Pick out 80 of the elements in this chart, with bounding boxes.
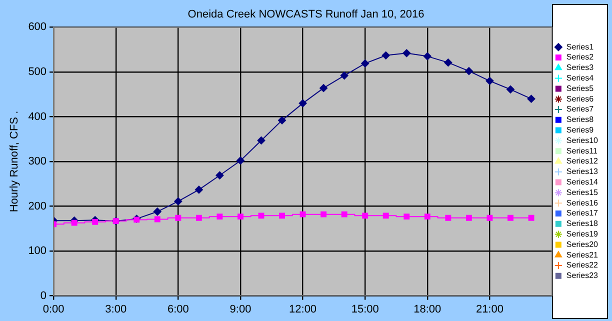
legend-label: Series23: [566, 271, 599, 280]
y-tick-label: 0: [40, 290, 47, 302]
y-tick-label: 100: [28, 245, 47, 258]
point: [216, 214, 223, 220]
y-tick-label: 600: [28, 21, 47, 34]
point: [445, 214, 452, 221]
point: [362, 212, 368, 219]
point: [175, 214, 182, 221]
legend-label: Series11: [566, 146, 598, 156]
y-tick-label: 200: [28, 200, 47, 212]
point: [361, 59, 370, 68]
point: [508, 214, 514, 221]
point: [236, 156, 244, 165]
legend-label: Series5: [566, 84, 594, 93]
y-tick-label: 400: [28, 110, 47, 123]
point: [278, 116, 286, 124]
x-tick-label: 6:00: [167, 303, 189, 316]
point: [153, 208, 162, 216]
point: [464, 67, 473, 76]
legend-label: Series8: [566, 115, 594, 124]
point: [92, 218, 98, 225]
point: [238, 214, 244, 220]
point: [466, 214, 472, 221]
point: [444, 58, 452, 67]
legend-label: Series9: [566, 126, 594, 135]
x-tick-label: 9:00: [230, 303, 252, 316]
x-tick-label: 0:00: [42, 303, 64, 316]
point: [279, 212, 285, 219]
point: [320, 211, 327, 218]
point: [154, 216, 160, 222]
legend-label: Series22: [566, 260, 599, 270]
point: [423, 52, 432, 60]
x-tick-label: 3:00: [105, 303, 127, 316]
point: [506, 85, 514, 94]
legend-label: Series16: [566, 198, 599, 208]
point: [527, 94, 536, 103]
chart-title: Oneida Creek NOWCASTS Runoff Jan 10, 2016: [188, 8, 424, 21]
legend-label: Series4: [566, 74, 594, 83]
point: [258, 212, 264, 219]
legend-label: Series10: [566, 136, 599, 145]
point: [257, 136, 266, 144]
point: [194, 186, 203, 194]
point: [196, 214, 202, 221]
point: [528, 214, 534, 221]
point: [382, 212, 389, 219]
point: [300, 211, 306, 218]
legend-label: Series3: [566, 63, 594, 72]
legend-label: Series13: [566, 167, 599, 176]
point: [320, 84, 328, 92]
x-tick-label: 15:00: [351, 303, 379, 316]
y-axis-title: Hourly Runoff, CFS .: [8, 110, 21, 212]
legend-label: Series19: [566, 230, 599, 239]
legend-label: Series14: [566, 178, 599, 187]
y-tick-label: 300: [28, 156, 47, 168]
x-tick-label: 12:00: [289, 303, 317, 316]
point: [298, 99, 307, 108]
point: [404, 214, 410, 220]
legend-label: Series21: [566, 250, 599, 260]
point: [402, 49, 411, 58]
legend-label: Series1: [566, 42, 594, 52]
point: [340, 72, 348, 80]
legend-label: Series15: [566, 188, 599, 197]
point: [382, 51, 390, 60]
point: [174, 197, 182, 206]
x-tick-label: 21:00: [476, 303, 504, 316]
legend-label: Series12: [566, 156, 599, 166]
legend-label: Series6: [566, 94, 594, 104]
point: [424, 214, 430, 220]
legend-label: Series17: [566, 208, 599, 218]
x-tick-label: 18:00: [414, 303, 442, 316]
legend-label: Series7: [566, 104, 594, 114]
legend-label: Series20: [566, 240, 599, 249]
point: [486, 214, 493, 221]
legend-label: Series18: [566, 219, 599, 228]
y-tick-label: 500: [28, 66, 47, 78]
point: [71, 220, 78, 226]
point: [341, 211, 348, 218]
legend-label: Series2: [566, 52, 594, 62]
point: [216, 171, 224, 180]
point: [486, 76, 494, 85]
